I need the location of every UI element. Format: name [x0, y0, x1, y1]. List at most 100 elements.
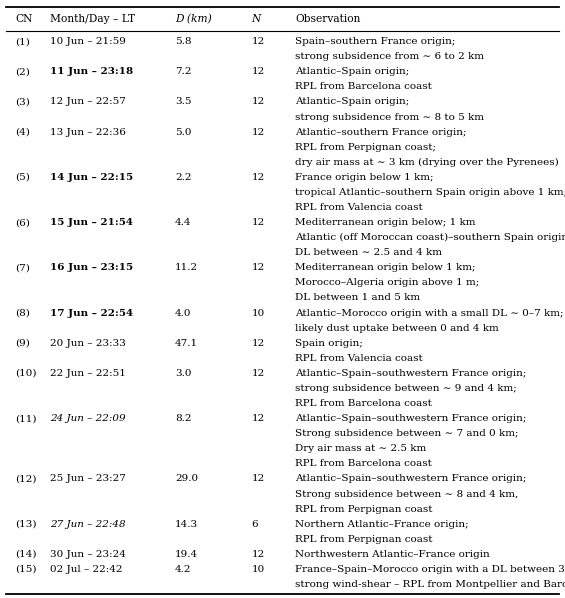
Text: RPL from Perpignan coast;: RPL from Perpignan coast; — [295, 143, 437, 152]
Text: 12: 12 — [251, 338, 264, 347]
Text: 4.0: 4.0 — [175, 309, 192, 318]
Text: 30 Jun – 23:24: 30 Jun – 23:24 — [50, 550, 125, 559]
Text: Atlantic–southern France origin;: Atlantic–southern France origin; — [295, 127, 467, 136]
Text: 12: 12 — [251, 550, 264, 559]
Text: strong subsidence from ∼ 6 to 2 km: strong subsidence from ∼ 6 to 2 km — [295, 52, 485, 61]
Text: 12 Jun – 22:57: 12 Jun – 22:57 — [50, 97, 125, 106]
Text: (15): (15) — [15, 565, 37, 574]
Text: 12: 12 — [251, 263, 264, 272]
Text: strong wind-shear – RPL from Montpellier and Barcelona coasts: strong wind-shear – RPL from Montpellier… — [295, 580, 565, 589]
Text: France–Spain–Morocco origin with a DL between 3 and 5 km;: France–Spain–Morocco origin with a DL be… — [295, 565, 565, 574]
Text: 11.2: 11.2 — [175, 263, 198, 272]
Text: 12: 12 — [251, 127, 264, 136]
Text: Observation: Observation — [295, 14, 361, 24]
Text: (4): (4) — [15, 127, 30, 136]
Text: 16 Jun – 23:15: 16 Jun – 23:15 — [50, 263, 133, 272]
Text: 11 Jun – 23:18: 11 Jun – 23:18 — [50, 68, 133, 77]
Text: Month/Day – LT: Month/Day – LT — [50, 14, 135, 24]
Text: Atlantic–Spain origin;: Atlantic–Spain origin; — [295, 68, 410, 77]
Text: 12: 12 — [251, 37, 264, 46]
Text: RPL from Barcelona coast: RPL from Barcelona coast — [295, 459, 432, 468]
Text: RPL from Perpignan coast: RPL from Perpignan coast — [295, 505, 433, 514]
Text: Atlantic (off Moroccan coast)–southern Spain origin above 1 km;: Atlantic (off Moroccan coast)–southern S… — [295, 233, 565, 242]
Text: 10 Jun – 21:59: 10 Jun – 21:59 — [50, 37, 125, 46]
Text: 14.3: 14.3 — [175, 520, 198, 529]
Text: Strong subsidence between ∼ 8 and 4 km,: Strong subsidence between ∼ 8 and 4 km, — [295, 490, 519, 499]
Text: 19.4: 19.4 — [175, 550, 198, 559]
Text: 15 Jun – 21:54: 15 Jun – 21:54 — [50, 218, 133, 227]
Text: 6: 6 — [251, 520, 258, 529]
Text: Atlantic–Spain–southwestern France origin;: Atlantic–Spain–southwestern France origi… — [295, 369, 527, 378]
Text: 10: 10 — [251, 565, 264, 574]
Text: Atlantic–Spain–southwestern France origin;: Atlantic–Spain–southwestern France origi… — [295, 414, 527, 423]
Text: (10): (10) — [15, 369, 37, 378]
Text: Atlantic–Spain–southwestern France origin;: Atlantic–Spain–southwestern France origi… — [295, 474, 527, 483]
Text: 4.4: 4.4 — [175, 218, 192, 227]
Text: 12: 12 — [251, 97, 264, 106]
Text: 7.2: 7.2 — [175, 68, 192, 77]
Text: Atlantic–Morocco origin with a small DL ∼ 0–7 km;: Atlantic–Morocco origin with a small DL … — [295, 309, 564, 318]
Text: 8.2: 8.2 — [175, 414, 192, 423]
Text: 20 Jun – 23:33: 20 Jun – 23:33 — [50, 338, 125, 347]
Text: 12: 12 — [251, 414, 264, 423]
Text: 5.8: 5.8 — [175, 37, 192, 46]
Text: Spain–southern France origin;: Spain–southern France origin; — [295, 37, 456, 46]
Text: DL between 1 and 5 km: DL between 1 and 5 km — [295, 294, 420, 303]
Text: (8): (8) — [15, 309, 30, 318]
Text: (5): (5) — [15, 173, 30, 182]
Text: dry air mass at ∼ 3 km (drying over the Pyrenees): dry air mass at ∼ 3 km (drying over the … — [295, 158, 559, 167]
Text: 12: 12 — [251, 474, 264, 483]
Text: 17 Jun – 22:54: 17 Jun – 22:54 — [50, 309, 133, 318]
Text: (11): (11) — [15, 414, 37, 423]
Text: RPL from Perpignan coast: RPL from Perpignan coast — [295, 535, 433, 544]
Text: likely dust uptake between 0 and 4 km: likely dust uptake between 0 and 4 km — [295, 324, 499, 332]
Text: RPL from Valencia coast: RPL from Valencia coast — [295, 354, 423, 363]
Text: Dry air mass at ∼ 2.5 km: Dry air mass at ∼ 2.5 km — [295, 444, 427, 453]
Text: 10: 10 — [251, 309, 264, 318]
Text: RPL from Barcelona coast: RPL from Barcelona coast — [295, 399, 432, 408]
Text: (14): (14) — [15, 550, 37, 559]
Text: (6): (6) — [15, 218, 30, 227]
Text: 14 Jun – 22:15: 14 Jun – 22:15 — [50, 173, 133, 182]
Text: (3): (3) — [15, 97, 30, 106]
Text: D (km): D (km) — [175, 14, 212, 25]
Text: Mediterranean origin below 1 km;: Mediterranean origin below 1 km; — [295, 263, 476, 272]
Text: N: N — [251, 14, 260, 24]
Text: France origin below 1 km;: France origin below 1 km; — [295, 173, 434, 182]
Text: 27 Jun – 22:48: 27 Jun – 22:48 — [50, 520, 125, 529]
Text: Strong subsidence between ∼ 7 and 0 km;: Strong subsidence between ∼ 7 and 0 km; — [295, 429, 519, 438]
Text: Northwestern Atlantic–France origin: Northwestern Atlantic–France origin — [295, 550, 490, 559]
Text: 12: 12 — [251, 218, 264, 227]
Text: 22 Jun – 22:51: 22 Jun – 22:51 — [50, 369, 125, 378]
Text: strong subsidence between ∼ 9 and 4 km;: strong subsidence between ∼ 9 and 4 km; — [295, 384, 517, 393]
Text: 47.1: 47.1 — [175, 338, 198, 347]
Text: Atlantic–Spain origin;: Atlantic–Spain origin; — [295, 97, 410, 106]
Text: 5.0: 5.0 — [175, 127, 192, 136]
Text: DL between ∼ 2.5 and 4 km: DL between ∼ 2.5 and 4 km — [295, 248, 442, 257]
Text: 12: 12 — [251, 369, 264, 378]
Text: 24 Jun – 22:09: 24 Jun – 22:09 — [50, 414, 125, 423]
Text: 29.0: 29.0 — [175, 474, 198, 483]
Text: tropical Atlantic–southern Spain origin above 1 km;: tropical Atlantic–southern Spain origin … — [295, 188, 565, 197]
Text: 4.2: 4.2 — [175, 565, 192, 574]
Text: 25 Jun – 23:27: 25 Jun – 23:27 — [50, 474, 125, 483]
Text: Spain origin;: Spain origin; — [295, 338, 363, 347]
Text: RPL from Valencia coast: RPL from Valencia coast — [295, 203, 423, 212]
Text: (12): (12) — [15, 474, 37, 483]
Text: (7): (7) — [15, 263, 30, 272]
Text: (9): (9) — [15, 338, 30, 347]
Text: RPL from Barcelona coast: RPL from Barcelona coast — [295, 83, 432, 91]
Text: 2.2: 2.2 — [175, 173, 192, 182]
Text: Mediterranean origin below; 1 km: Mediterranean origin below; 1 km — [295, 218, 476, 227]
Text: (1): (1) — [15, 37, 30, 46]
Text: Northern Atlantic–France origin;: Northern Atlantic–France origin; — [295, 520, 469, 529]
Text: strong subsidence from ∼ 8 to 5 km: strong subsidence from ∼ 8 to 5 km — [295, 112, 485, 121]
Text: 02 Jul – 22:42: 02 Jul – 22:42 — [50, 565, 122, 574]
Text: (13): (13) — [15, 520, 37, 529]
Text: 12: 12 — [251, 173, 264, 182]
Text: 3.5: 3.5 — [175, 97, 192, 106]
Text: (2): (2) — [15, 68, 30, 77]
Text: Morocco–Algeria origin above 1 m;: Morocco–Algeria origin above 1 m; — [295, 279, 480, 288]
Text: 13 Jun – 22:36: 13 Jun – 22:36 — [50, 127, 125, 136]
Text: 12: 12 — [251, 68, 264, 77]
